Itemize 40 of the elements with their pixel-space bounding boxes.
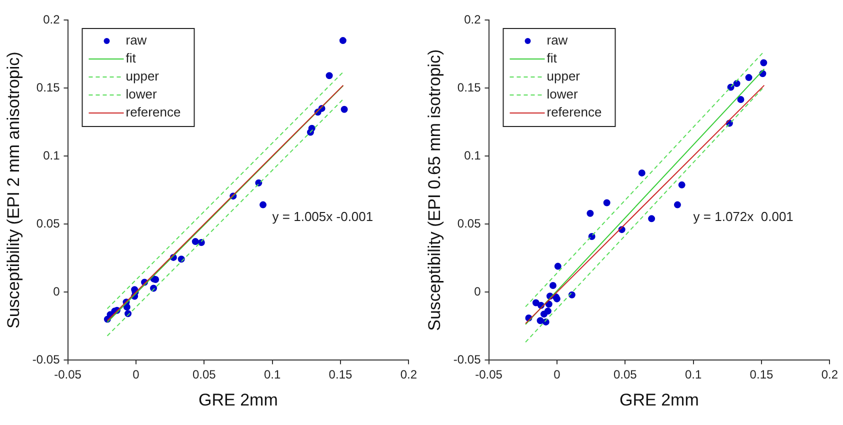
legend-label: lower [546,86,578,102]
x-tick-label: 0.05 [192,368,216,382]
annotation: y = 1.072x 0.001 [693,208,794,224]
legend-label: raw [546,32,568,48]
legend-label: lower [126,86,158,102]
y-axis-title: Susceptibility (EPI 0.65 mm isotropic) [424,49,444,331]
x-axis-title: GRE 2mm [198,390,278,410]
y-tick-label: 0.15 [457,80,482,94]
y-tick-label: 0 [474,284,482,298]
y-axis-title: Susceptibility (EPI 2 mm anisotropic) [4,52,23,329]
annotation: y = 1.005x -0.001 [272,208,374,224]
y-tick-label: -0.05 [453,352,482,367]
x-tick-label: 0.15 [750,368,774,382]
legend-label: fit [126,50,136,66]
y-tick-label: 0.2 [464,12,482,26]
legend-label: reference [126,104,181,120]
y-tick-label: -0.05 [32,352,60,367]
y-tick-label: 0.2 [43,12,60,26]
x-tick-label: -0.05 [475,368,503,382]
legend-label: upper [126,68,160,84]
x-tick-label: 0.15 [328,368,352,382]
y-tick-label: 0.05 [457,216,482,230]
y-tick-label: 0.15 [36,80,60,94]
legend-label: reference [546,104,602,120]
legend-label: raw [126,32,148,48]
x-axis-title: GRE 2mm [620,390,699,410]
y-tick-label: 0 [53,284,60,298]
y-tick-label: 0.05 [36,216,60,230]
x-tick-label: 0.1 [684,368,702,382]
y-tick-label: 0.1 [43,148,60,162]
x-tick-label: 0 [132,368,140,382]
x-tick-label: 0 [554,368,561,382]
y-tick-label: 0.1 [464,148,482,162]
legend-label: fit [546,50,558,66]
x-tick-label: 0.2 [400,368,418,382]
x-tick-label: 0.1 [264,368,281,382]
legend-label: upper [546,68,581,84]
x-tick-label: -0.05 [54,368,82,382]
x-tick-label: 0.2 [821,368,838,382]
x-tick-label: 0.05 [613,368,638,382]
